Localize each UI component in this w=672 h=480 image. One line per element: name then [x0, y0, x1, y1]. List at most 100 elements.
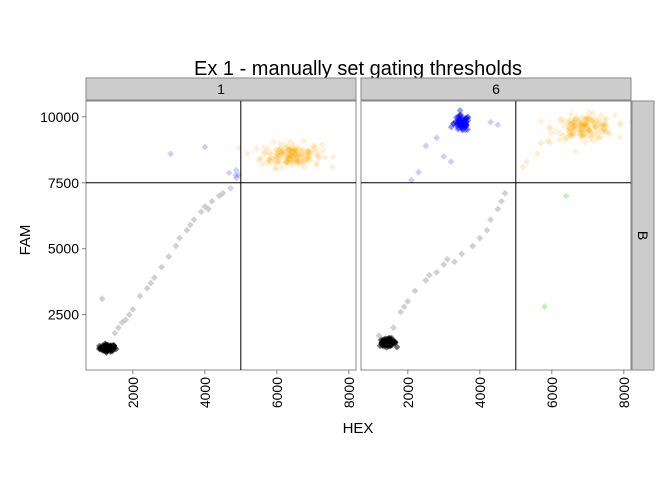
droplet-point — [576, 117, 583, 125]
droplet-point — [577, 120, 584, 128]
droplet-point — [569, 130, 577, 137]
droplet-point — [578, 131, 586, 139]
droplet-point — [600, 121, 608, 128]
droplet-point — [546, 139, 554, 147]
droplet-point — [219, 189, 227, 197]
droplet-point — [110, 343, 117, 351]
droplet-point — [579, 130, 586, 138]
droplet-point — [225, 169, 233, 177]
droplet-point — [575, 122, 583, 130]
droplet-point — [560, 122, 568, 129]
droplet-point — [463, 118, 471, 126]
droplet-point — [215, 192, 223, 200]
droplet-point — [581, 127, 588, 135]
panel-background — [360, 100, 632, 371]
droplet-point — [586, 126, 594, 134]
droplet-point — [318, 141, 326, 148]
droplet-point — [294, 158, 301, 166]
droplet-point — [276, 159, 284, 167]
droplet-point — [456, 122, 464, 129]
droplet-point — [582, 132, 590, 140]
droplet-point — [176, 234, 183, 242]
droplet-point — [597, 112, 605, 120]
droplet-point — [284, 142, 292, 150]
droplet-point — [589, 109, 597, 117]
droplet-point — [587, 134, 595, 142]
droplet-point — [455, 121, 463, 129]
droplet-point — [291, 146, 299, 153]
droplet-point — [151, 274, 158, 282]
droplet-point — [585, 127, 592, 135]
droplet-point — [588, 117, 596, 125]
droplet-point — [98, 295, 106, 303]
droplet-point — [458, 121, 466, 129]
droplet-point — [494, 205, 502, 213]
droplet-point — [281, 160, 289, 168]
x-tick-label: 8000 — [341, 377, 357, 408]
droplet-point — [456, 107, 464, 114]
droplet-point — [271, 153, 279, 161]
droplet-point — [301, 164, 309, 172]
droplet-point — [289, 152, 296, 160]
droplet-point — [571, 126, 579, 134]
droplet-point — [569, 119, 577, 127]
droplet-point — [259, 160, 266, 168]
droplet-point — [297, 148, 305, 156]
droplet-point — [400, 303, 408, 311]
droplet-point — [565, 123, 572, 130]
droplet-point — [559, 132, 567, 139]
y-tick-label: 7500 — [48, 175, 79, 191]
droplet-point — [292, 146, 300, 154]
droplet-point — [464, 113, 472, 121]
droplet-point — [319, 146, 327, 154]
droplet-point — [307, 148, 315, 156]
droplet-point — [587, 132, 595, 140]
facet-strip-background — [360, 77, 632, 101]
droplet-point — [566, 131, 574, 138]
droplet-point — [232, 171, 240, 179]
droplet-point — [111, 329, 119, 337]
droplet-point — [580, 127, 588, 135]
droplet-point — [534, 150, 541, 158]
droplet-point — [583, 114, 591, 121]
droplet-point — [567, 130, 575, 138]
droplet-point — [283, 153, 291, 161]
droplet-point — [582, 120, 590, 128]
droplet-point — [292, 155, 299, 163]
droplet-point — [303, 155, 311, 163]
droplet-point — [274, 158, 282, 166]
droplet-point — [565, 125, 573, 132]
droplet-point — [408, 176, 415, 184]
droplet-point — [201, 203, 209, 210]
droplet-point — [289, 161, 296, 169]
droplet-point — [575, 125, 583, 133]
droplet-point — [571, 122, 579, 130]
droplet-point — [187, 221, 194, 229]
droplet-point — [595, 116, 603, 124]
droplet-point — [585, 109, 593, 116]
y-axis-title: FAM — [17, 225, 34, 256]
droplet-point — [291, 149, 299, 157]
droplet-point — [568, 132, 575, 140]
droplet-point — [167, 150, 174, 158]
droplet-point — [287, 148, 294, 155]
droplet-point — [577, 127, 584, 135]
droplet-point — [564, 134, 572, 142]
droplet-point — [452, 114, 460, 121]
droplet-point — [460, 118, 467, 125]
droplet-point — [278, 149, 286, 157]
droplet-point — [264, 160, 271, 167]
droplet-point — [440, 261, 448, 268]
droplet-point — [555, 136, 563, 144]
droplet-point — [462, 126, 469, 134]
y-axis: 2500 5000 7500 10000 — [40, 109, 86, 323]
droplet-point — [447, 158, 455, 166]
droplet-point — [288, 148, 296, 156]
droplet-point — [601, 127, 609, 135]
droplet-point — [309, 142, 317, 150]
droplet-point — [591, 124, 599, 131]
droplet-point — [283, 159, 291, 167]
droplet-point — [577, 134, 585, 142]
droplet-point — [456, 111, 464, 119]
droplet-point — [294, 151, 302, 159]
